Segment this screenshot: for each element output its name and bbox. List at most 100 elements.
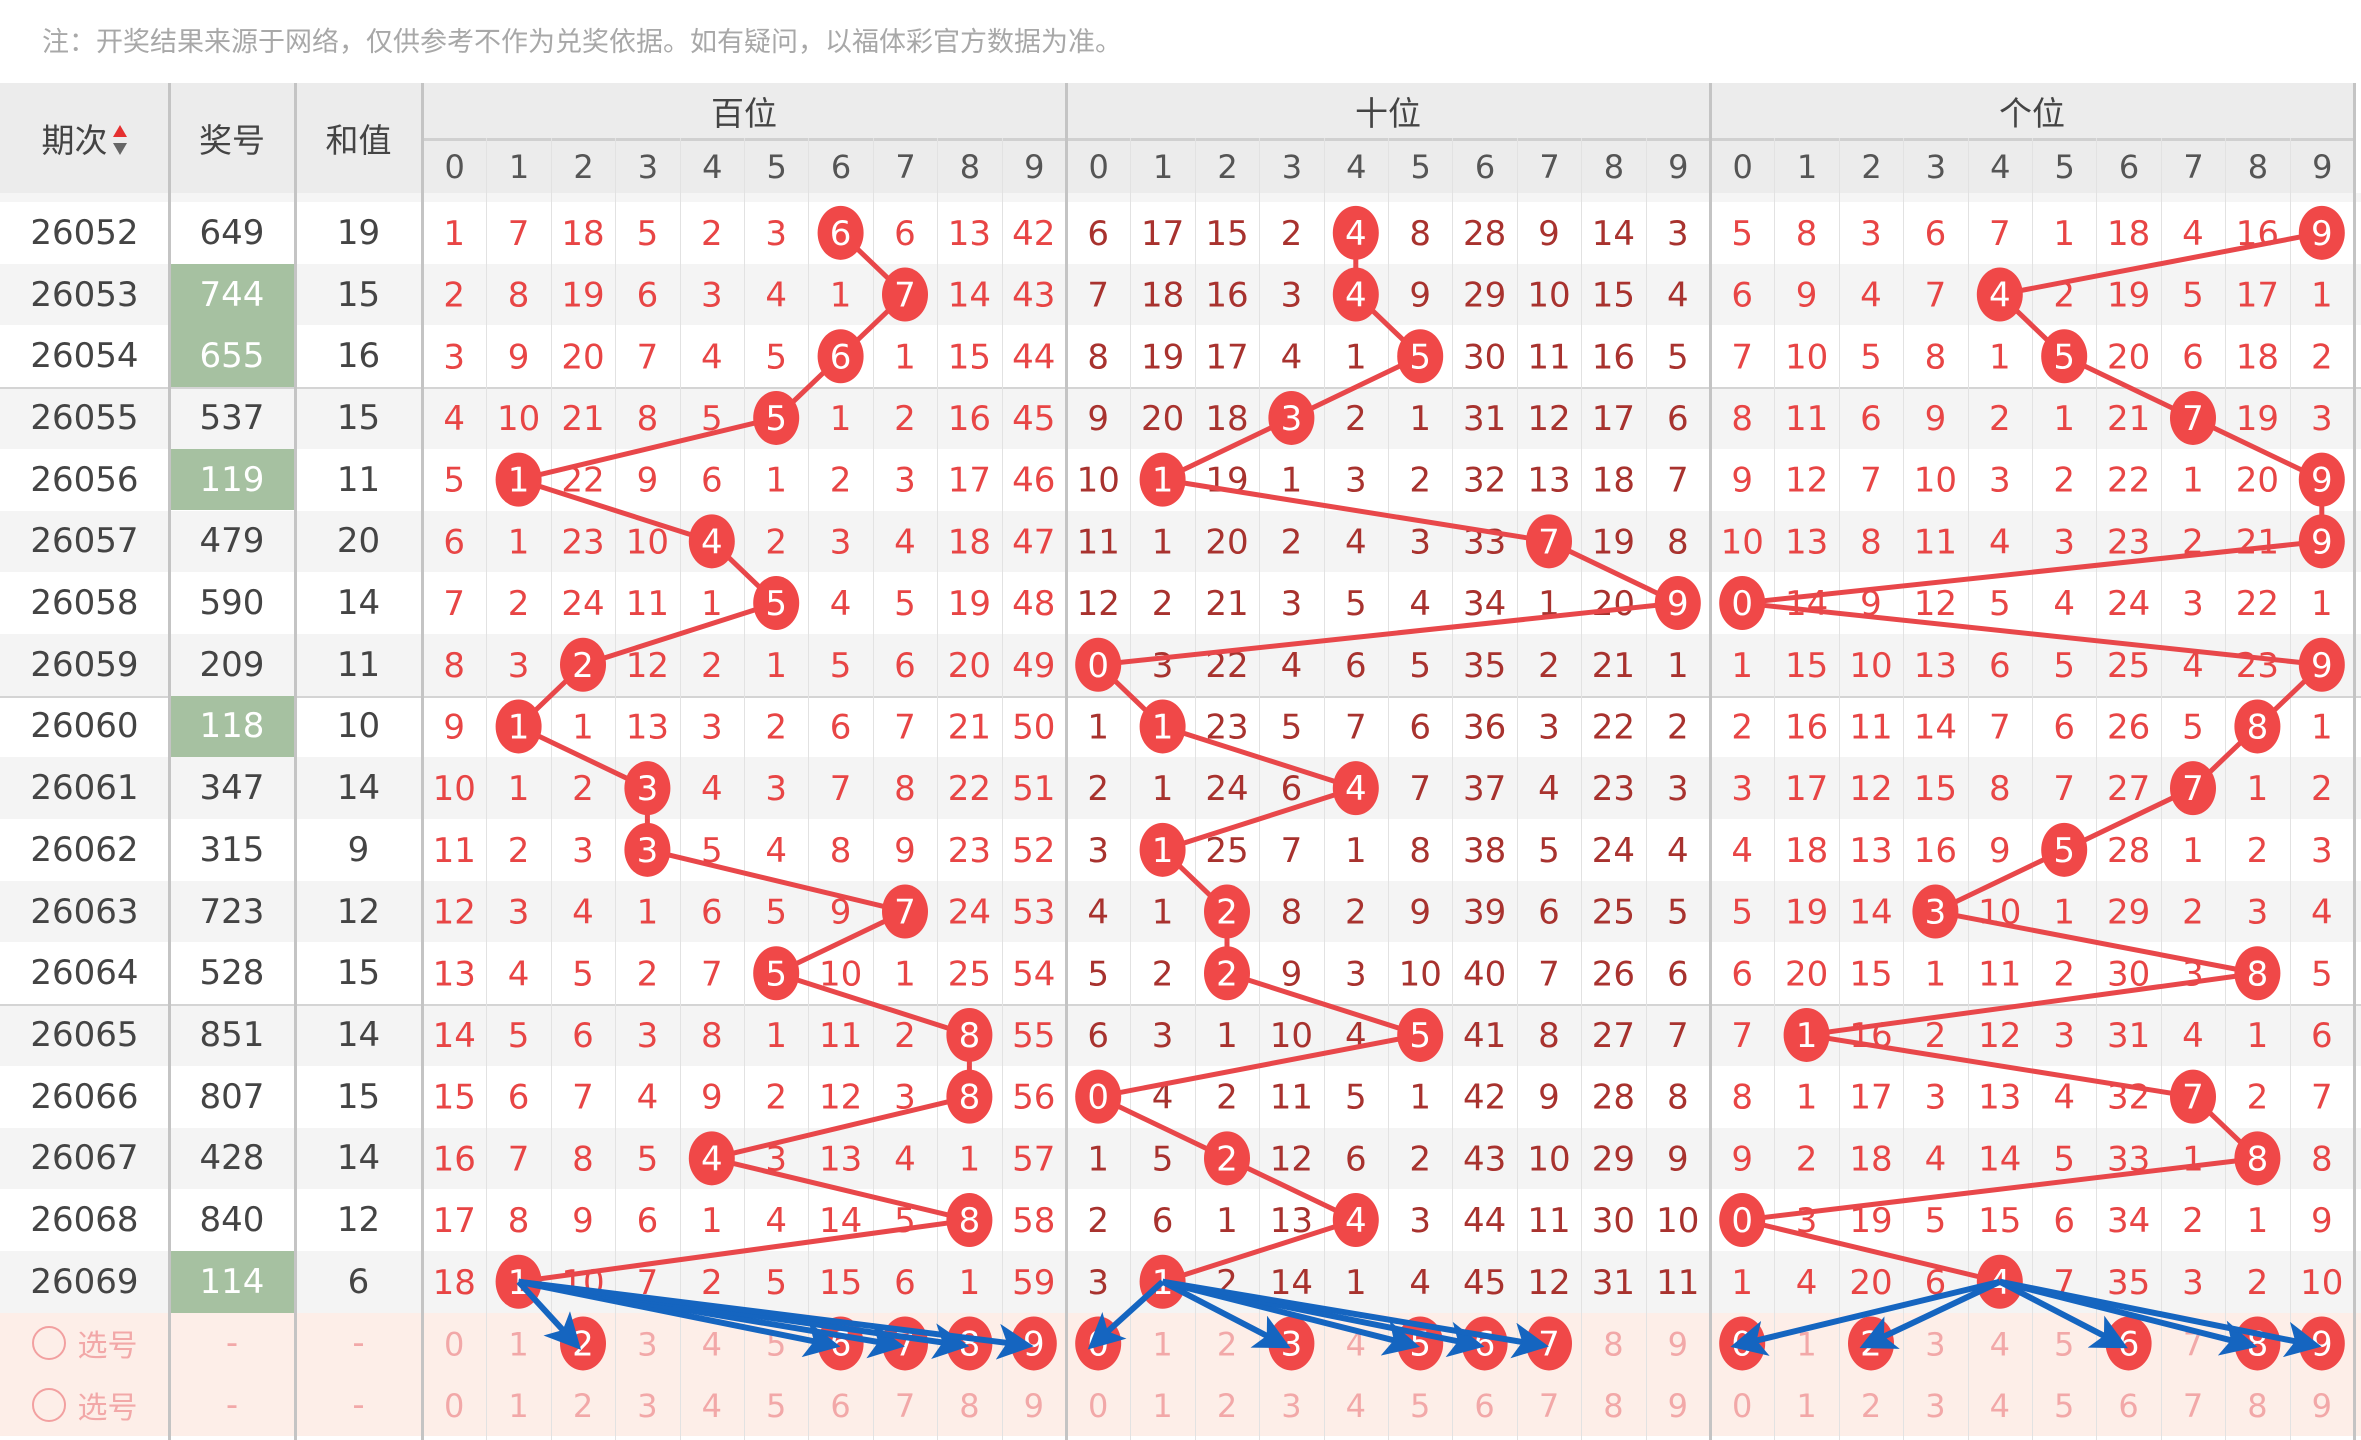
- omission-count: 1: [1152, 769, 1174, 809]
- hit-ball: [1204, 1131, 1250, 1186]
- omission-count: 4: [443, 399, 465, 439]
- select-number-toggle[interactable]: 选号: [0, 1374, 169, 1436]
- omission-count: 12: [1077, 584, 1120, 624]
- hit-ball: [1397, 329, 1444, 384]
- omission-count: 16: [1205, 276, 1248, 316]
- selection-row: [0, 1312, 2361, 1375]
- omission-count: 36: [1463, 707, 1506, 747]
- period-header[interactable]: 期次: [0, 83, 169, 193]
- trend-line: [517, 477, 713, 544]
- omission-count: 18: [2107, 214, 2150, 254]
- trend-line: [2191, 415, 2323, 482]
- column-divider: [1967, 138, 1969, 1440]
- omission-count: 3: [1989, 461, 2011, 501]
- group-header-tens: 十位: [1066, 83, 1710, 138]
- omission-count: 18: [1141, 276, 1184, 316]
- period-cell: 26062: [30, 829, 139, 870]
- selectable-digit: 9: [1668, 1387, 1688, 1425]
- omission-count: 7: [701, 954, 723, 994]
- hit-digit: 3: [637, 769, 659, 809]
- omission-count: 4: [1409, 584, 1431, 624]
- omission-count: 4: [1925, 1139, 1947, 1179]
- omission-count: 1: [959, 1263, 981, 1303]
- omission-count: 2: [765, 707, 787, 747]
- omission-count: 1: [2247, 1016, 2269, 1056]
- trend-line: [711, 1155, 970, 1223]
- hit-ball: [1204, 884, 1250, 939]
- hit-digit: 7: [894, 893, 916, 933]
- hit-digit: 5: [2053, 831, 2075, 871]
- prediction-arrow: [1998, 1279, 2128, 1349]
- hit-digit: 1: [508, 461, 530, 501]
- omission-count: 6: [1925, 214, 1947, 254]
- sum-cell: 14: [336, 583, 381, 624]
- omission-count: 14: [433, 1016, 476, 1056]
- omission-count: 8: [1667, 522, 1689, 562]
- omission-count: 32: [1463, 461, 1506, 501]
- omission-count: 7: [2311, 1078, 2333, 1118]
- trend-line: [1097, 1094, 1229, 1161]
- omission-count: 17: [1785, 769, 1828, 809]
- omission-count: 16: [1914, 831, 1957, 871]
- omission-count: 5: [1731, 893, 1753, 933]
- omission-count: 57: [1012, 1139, 1055, 1179]
- table-row: [0, 880, 2361, 943]
- omission-count: 17: [1849, 1078, 1892, 1118]
- hit-ball: [495, 699, 542, 754]
- omission-count: 12: [1914, 584, 1957, 624]
- omission-count: 6: [1925, 1263, 1947, 1303]
- omission-count: 18: [2236, 337, 2279, 377]
- omission-count: 4: [1796, 1263, 1818, 1303]
- sum-cell: 20: [336, 521, 381, 562]
- omission-count: 2: [2247, 1078, 2269, 1118]
- omission-count: 29: [2107, 893, 2150, 933]
- omission-count: 8: [1538, 1016, 1560, 1056]
- hit-ball: [2234, 699, 2281, 754]
- selectable-digit: 8: [959, 1387, 979, 1425]
- omission-count: 9: [1925, 399, 1947, 439]
- column-divider: [679, 138, 681, 1440]
- radio-circle-icon[interactable]: [31, 1388, 66, 1423]
- omission-count: 21: [2107, 399, 2150, 439]
- omission-count: 1: [1152, 522, 1174, 562]
- select-label: 选号: [77, 1329, 138, 1365]
- column-divider: [937, 138, 939, 1440]
- omission-count: 3: [1731, 769, 1753, 809]
- omission-count: 21: [2236, 522, 2279, 562]
- omission-count: 3: [2311, 399, 2333, 439]
- omission-count: 5: [830, 646, 852, 686]
- omission-count: 6: [894, 214, 916, 254]
- radio-circle-icon[interactable]: [31, 1326, 66, 1361]
- omission-count: 19: [2107, 276, 2150, 316]
- omission-count: 1: [2053, 399, 2075, 439]
- omission-count: 2: [1409, 461, 1431, 501]
- omission-count: 8: [1925, 337, 1947, 377]
- selectable-digit: 3: [1925, 1325, 1945, 1363]
- omission-count: 28: [2107, 831, 2150, 871]
- omission-count: 2: [894, 399, 916, 439]
- digit-header: 5: [2032, 138, 2097, 193]
- omission-count: 4: [1345, 522, 1367, 562]
- omission-count: 1: [508, 769, 530, 809]
- trend-line: [1290, 353, 1422, 421]
- omission-count: 1: [637, 893, 659, 933]
- hit-ball: [1204, 946, 1250, 1001]
- omission-count: 11: [1527, 1201, 1570, 1241]
- hit-ball: [688, 1131, 735, 1186]
- table-row: [0, 1065, 2361, 1128]
- omission-count: 11: [1914, 522, 1957, 562]
- column-divider: [808, 138, 810, 1440]
- omission-count: 4: [1409, 1263, 1431, 1303]
- omission-count: 3: [894, 1078, 916, 1118]
- selectable-digit: 5: [1410, 1387, 1430, 1425]
- omission-count: 50: [1012, 707, 1055, 747]
- omission-count: 5: [1989, 584, 2011, 624]
- trend-line: [1097, 1032, 1421, 1100]
- selectable-digit: 5: [2054, 1325, 2074, 1363]
- table-row: [0, 1189, 2361, 1251]
- hit-digit: 4: [701, 1139, 723, 1179]
- select-number-toggle[interactable]: 选号: [0, 1313, 169, 1375]
- omission-count: 4: [701, 769, 723, 809]
- sort-up-down-icon[interactable]: [108, 119, 128, 158]
- omission-count: 37: [1463, 769, 1506, 809]
